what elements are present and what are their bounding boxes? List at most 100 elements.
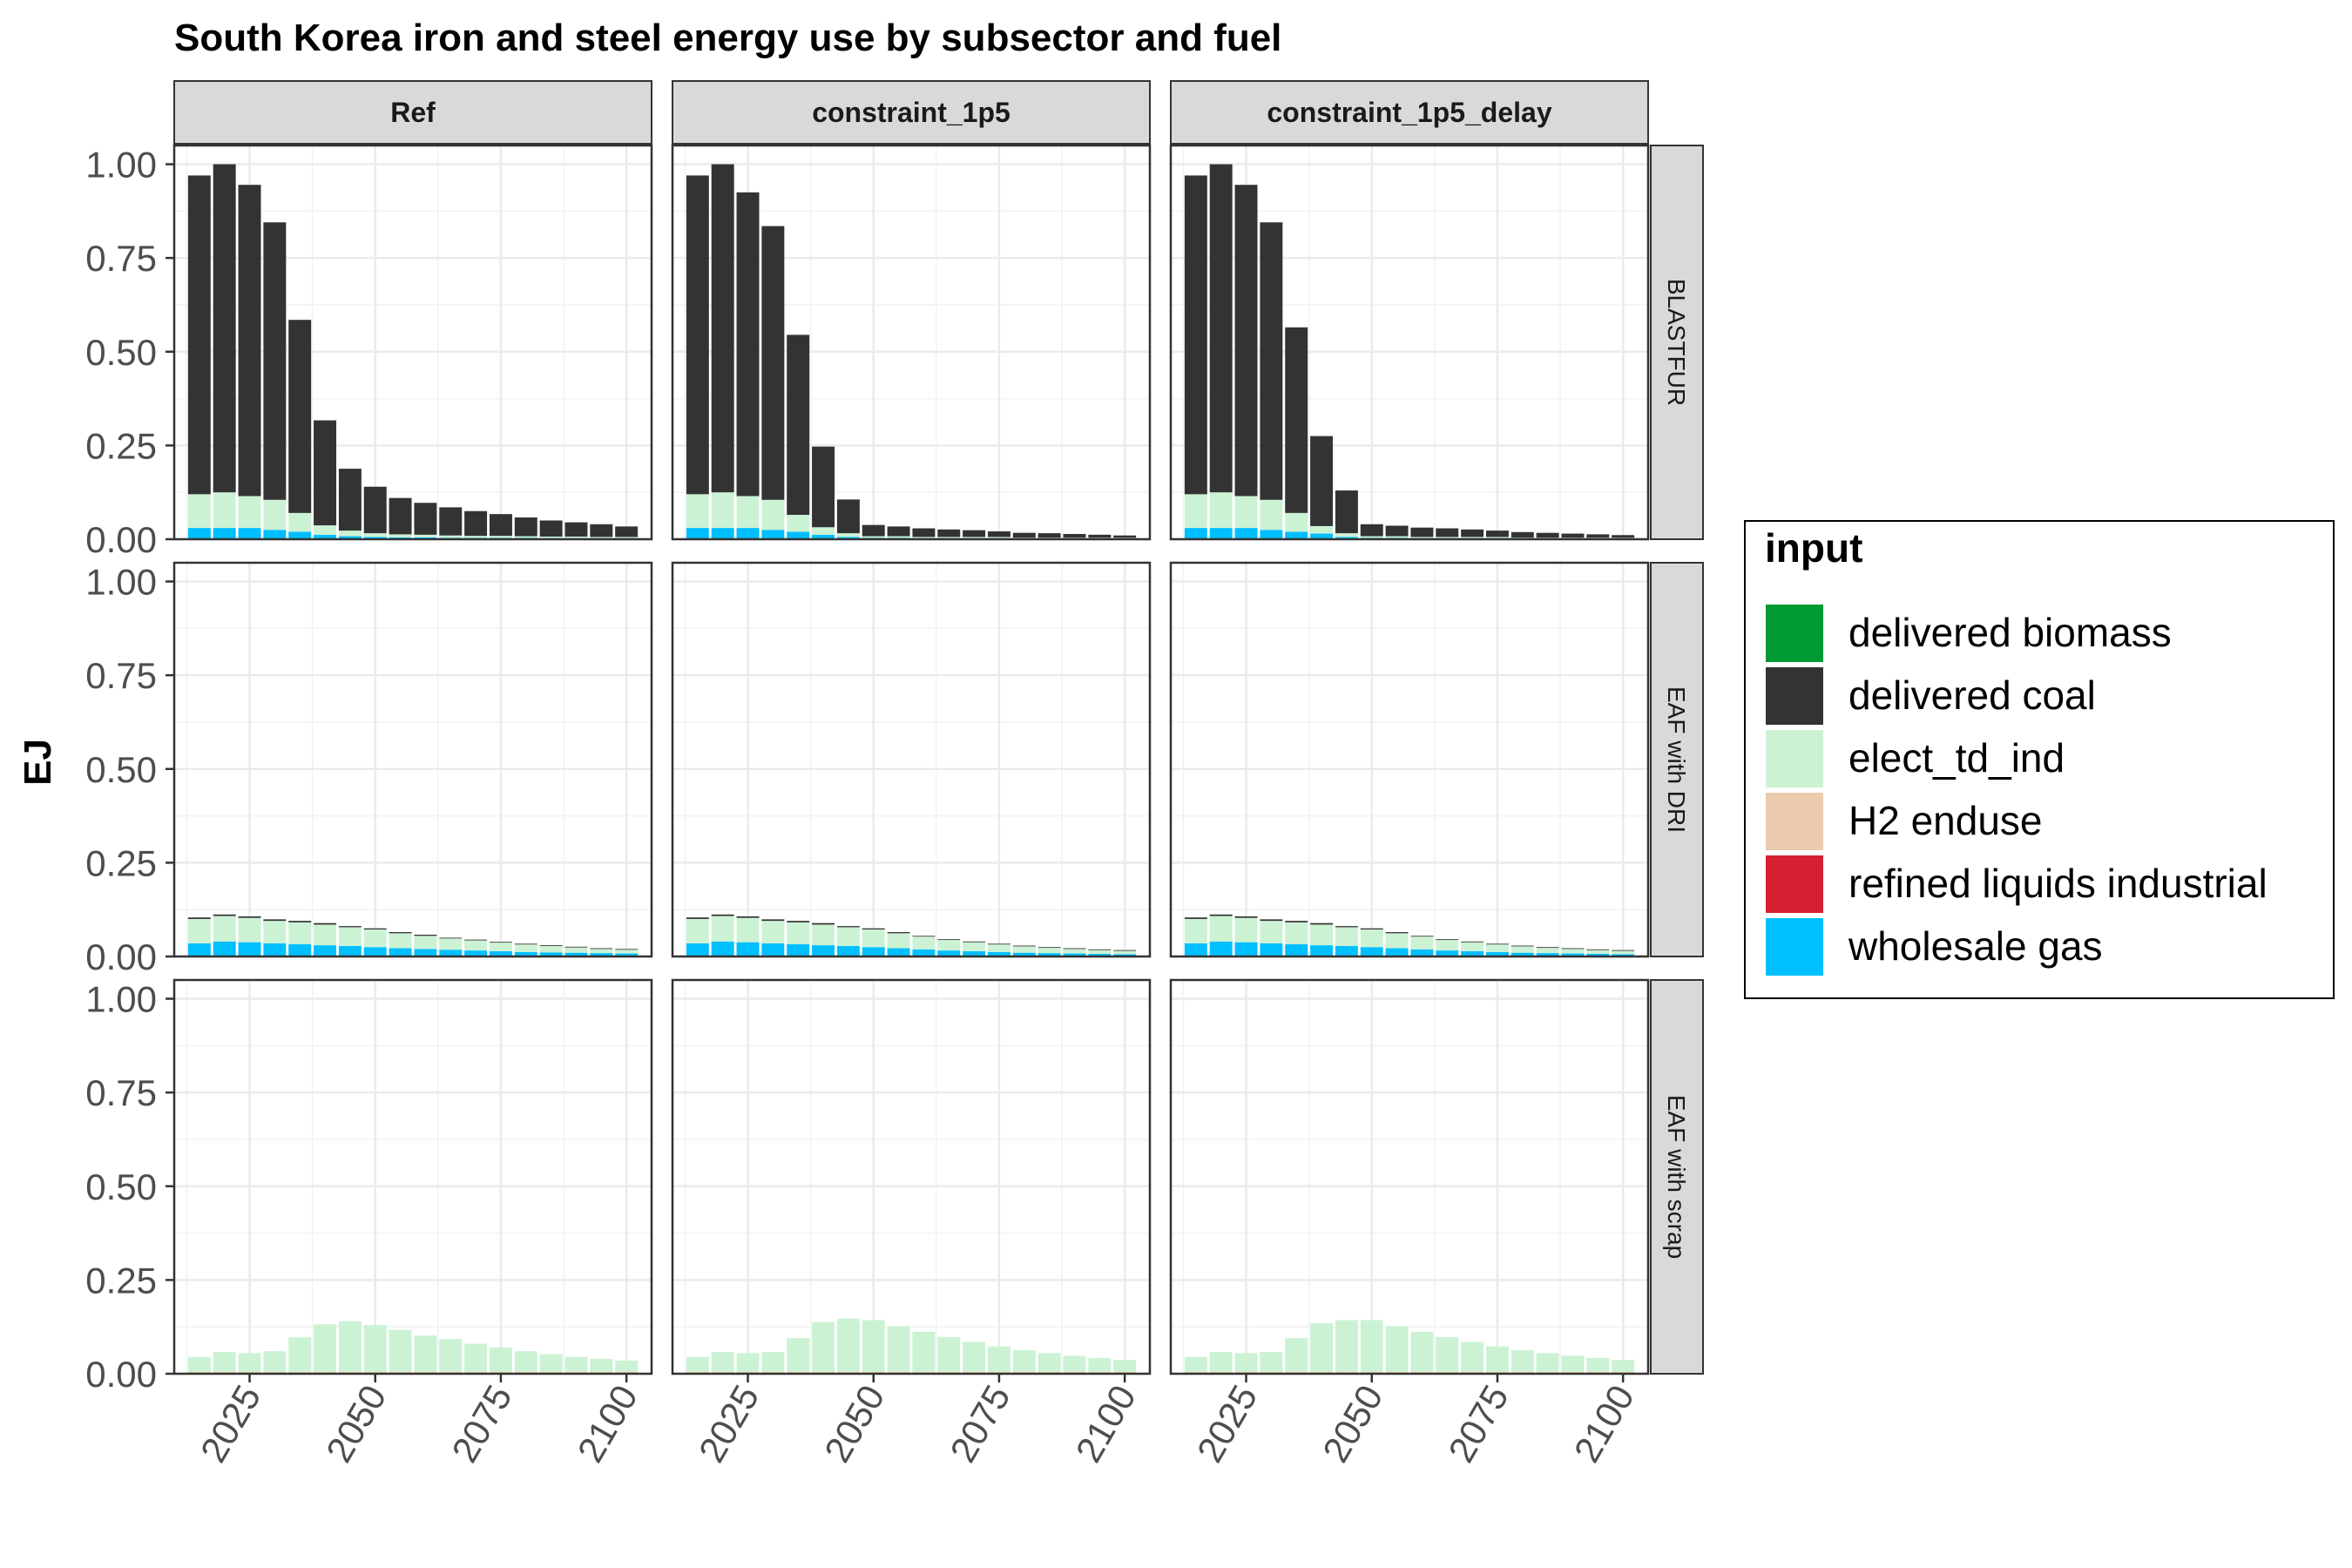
y-tick-label: 0.50 (85, 332, 157, 373)
bar-elect-td-ind-2020 (711, 492, 734, 529)
bar-elect-td-ind-2015 (1184, 1356, 1207, 1372)
bar-h2-enduse-2065 (439, 1371, 463, 1374)
bar-delivered-coal-2065 (937, 939, 961, 941)
bar-h2-enduse-2030 (1260, 1371, 1283, 1374)
bar-h2-enduse-2090 (1063, 1371, 1086, 1374)
bar-delivered-coal-2095 (1088, 534, 1112, 538)
bar-delivered-coal-2085 (539, 945, 563, 946)
bar-elect-td-ind-2065 (439, 938, 463, 950)
bar-elect-td-ind-2090 (1063, 1355, 1086, 1372)
bar-h2-enduse-2025 (736, 1371, 760, 1374)
bar-elect-td-ind-2060 (912, 936, 936, 950)
panel-background (672, 980, 1150, 1374)
bar-elect-td-ind-2060 (414, 534, 437, 537)
bar-elect-td-ind-2040 (1310, 1322, 1334, 1372)
bar-wholesale-gas-2075 (489, 950, 512, 956)
bar-elect-td-ind-2050 (862, 536, 885, 538)
bar-wholesale-gas-2090 (1561, 953, 1585, 956)
bar-delivered-coal-2015 (187, 175, 211, 495)
bar-elect-td-ind-2035 (288, 512, 312, 532)
bar-elect-td-ind-2095 (590, 949, 613, 954)
bar-elect-td-ind-2090 (1561, 537, 1585, 539)
bar-elect-td-ind-2030 (761, 1352, 785, 1372)
bar-elect-td-ind-2020 (711, 1352, 734, 1372)
bar-delivered-coal-2050 (862, 524, 885, 537)
bar-h2-enduse-2095 (1586, 1371, 1610, 1374)
bar-elect-td-ind-2020 (213, 492, 236, 529)
bar-elect-td-ind-2090 (1561, 1355, 1585, 1372)
bar-elect-td-ind-2100 (1113, 537, 1137, 539)
bar-elect-td-ind-2055 (887, 933, 910, 949)
bar-elect-td-ind-2055 (1385, 1326, 1409, 1372)
y-tick-label: 0.50 (85, 749, 157, 790)
bar-delivered-coal-2075 (489, 514, 512, 537)
bar-elect-td-ind-2090 (1561, 949, 1585, 954)
bar-elect-td-ind-2075 (987, 944, 1010, 952)
bar-h2-enduse-2065 (1436, 1371, 1459, 1374)
bar-delivered-coal-2050 (1360, 524, 1383, 537)
panel-background (672, 563, 1150, 956)
legend-box (1744, 520, 2335, 999)
bar-delivered-coal-2100 (1612, 535, 1635, 538)
bar-elect-td-ind-2090 (1063, 949, 1086, 954)
bar-elect-td-ind-2040 (812, 1321, 835, 1372)
bar-elect-td-ind-2080 (514, 536, 537, 538)
bar-delivered-coal-2090 (564, 522, 588, 537)
bar-wholesale-gas-2050 (363, 537, 387, 539)
bar-elect-td-ind-2030 (263, 499, 287, 531)
bar-h2-enduse-2040 (314, 1371, 337, 1374)
bar-wholesale-gas-2100 (615, 953, 639, 956)
panel-background (1171, 980, 1648, 1374)
legend-key-wholesale-gas (1766, 918, 1823, 976)
bar-delivered-coal-2075 (987, 943, 1010, 945)
bar-delivered-coal-2035 (787, 921, 810, 923)
bar-elect-td-ind-2090 (564, 947, 588, 953)
x-tick-label: 2100 (570, 1378, 645, 1469)
bar-wholesale-gas-2055 (1385, 948, 1409, 956)
bar-delivered-coal-2070 (464, 510, 488, 537)
bar-delivered-coal-2070 (1461, 529, 1484, 537)
bar-elect-td-ind-2035 (1285, 512, 1308, 532)
bar-delivered-coal-2075 (1485, 531, 1509, 537)
bar-elect-td-ind-2035 (288, 1337, 312, 1372)
bar-elect-td-ind-2045 (836, 533, 860, 537)
bar-wholesale-gas-2020 (1209, 941, 1233, 956)
x-tick-label: 2050 (816, 1378, 892, 1469)
row-strip-eaf-with-scrap (1650, 979, 1704, 1375)
bar-wholesale-gas-2040 (314, 945, 337, 956)
bar-delivered-coal-2100 (1612, 950, 1635, 951)
bar-elect-td-ind-2065 (937, 940, 961, 951)
bar-elect-td-ind-2025 (238, 917, 261, 943)
y-axis-title: EJ (17, 739, 59, 786)
bar-delivered-coal-2030 (1260, 222, 1283, 500)
bar-delivered-coal-2080 (1012, 532, 1036, 538)
bar-delivered-coal-2095 (1586, 534, 1610, 538)
bar-delivered-coal-2040 (1310, 923, 1334, 925)
panel-border (1169, 978, 1650, 1375)
bar-wholesale-gas-2085 (1536, 953, 1559, 956)
bar-delivered-coal-2025 (736, 916, 760, 918)
bar-h2-enduse-2020 (711, 1371, 734, 1374)
legend-key-delivered-coal (1766, 667, 1823, 725)
bar-delivered-coal-2065 (1436, 939, 1459, 941)
bar-wholesale-gas-2040 (812, 534, 835, 539)
bar-wholesale-gas-2015 (1184, 943, 1207, 956)
y-tick-label: 0.25 (85, 425, 157, 466)
bar-elect-td-ind-2080 (1012, 537, 1036, 539)
bar-delivered-coal-2015 (187, 917, 211, 919)
bar-wholesale-gas-2075 (987, 951, 1010, 956)
bar-elect-td-ind-2085 (1536, 1353, 1559, 1372)
bar-wholesale-gas-2045 (1335, 945, 1358, 956)
panel-ref-eaf-with-dri: 0.00 0.25 0.50 0.75 1.00 (85, 562, 653, 977)
bar-wholesale-gas-2015 (187, 528, 211, 539)
x-tick-label: 2075 (443, 1378, 519, 1469)
legend-key-elect-td-ind (1766, 730, 1823, 787)
panel-border (671, 978, 1152, 1375)
bar-elect-td-ind-2050 (1360, 1320, 1383, 1372)
bar-wholesale-gas-2015 (1184, 528, 1207, 539)
bar-elect-td-ind-2015 (187, 918, 211, 943)
bar-delivered-coal-2045 (1335, 926, 1358, 928)
bar-delivered-coal-2085 (1037, 533, 1061, 538)
bar-elect-td-ind-2080 (514, 1351, 537, 1372)
bar-wholesale-gas-2070 (464, 950, 488, 956)
